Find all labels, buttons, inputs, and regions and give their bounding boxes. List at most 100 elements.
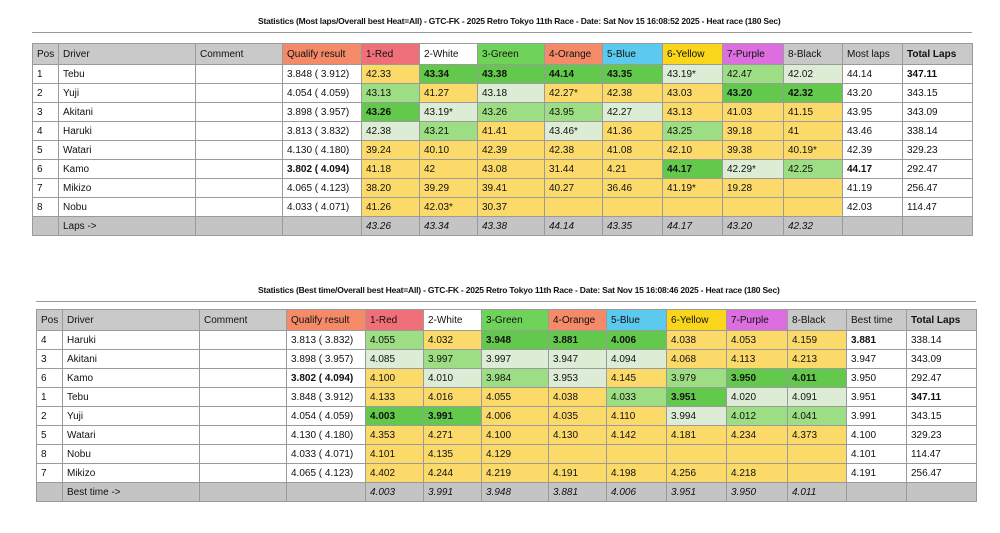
comment-cell bbox=[199, 406, 287, 426]
lane-cell: 4.091 bbox=[787, 387, 847, 407]
lane-cell: 4.191 bbox=[548, 463, 607, 483]
pos-cell: 5 bbox=[36, 425, 63, 445]
lane-cell: 4.133 bbox=[365, 387, 424, 407]
divider bbox=[36, 301, 976, 302]
lane-cell: 3.991 bbox=[423, 406, 482, 426]
pos-cell: 8 bbox=[36, 444, 63, 464]
comment-cell bbox=[199, 463, 287, 483]
lane-cell: 4.011 bbox=[787, 368, 847, 388]
lane-cell: 43.20 bbox=[722, 83, 784, 103]
lane-cell: 43.35 bbox=[602, 64, 663, 84]
lane-cell: 31.44 bbox=[544, 159, 603, 179]
driver-cell: Yuji bbox=[58, 83, 196, 103]
lane-cell: 4.256 bbox=[666, 463, 727, 483]
lane-cell: 38.20 bbox=[361, 178, 420, 198]
total-laps-cell: 338.14 bbox=[902, 121, 973, 141]
lane-cell bbox=[787, 444, 847, 464]
lane-cell: 43.26 bbox=[477, 102, 545, 122]
footer-blank bbox=[32, 216, 59, 236]
lane-cell: 42.38 bbox=[544, 140, 603, 160]
lane-cell: 40.27 bbox=[544, 178, 603, 198]
driver-cell: Watari bbox=[62, 425, 200, 445]
footer-label: Laps -> bbox=[58, 216, 196, 236]
lane-cell: 4.219 bbox=[481, 463, 549, 483]
table-row: 3 Akitani 3.898 ( 3.957) 43.26 43.19* 43.26 43… bbox=[32, 102, 973, 122]
comment-cell bbox=[199, 387, 287, 407]
lane-cell: 4.129 bbox=[481, 444, 549, 464]
stat-cell: 3.951 bbox=[846, 387, 907, 407]
lane-cell: 3.997 bbox=[481, 349, 549, 369]
footer-lane-best: 3.951 bbox=[666, 482, 727, 502]
lane-cell: 39.24 bbox=[361, 140, 420, 160]
lane-cell: 4.110 bbox=[606, 406, 667, 426]
lane-cell: 43.18 bbox=[477, 83, 545, 103]
table-row: 3 Akitani 3.898 ( 3.957) 4.085 3.997 3.997 3.9… bbox=[36, 349, 977, 369]
lane-cell: 4.012 bbox=[726, 406, 788, 426]
lane-cell: 4.181 bbox=[666, 425, 727, 445]
qualify-cell: 4.033 ( 4.071) bbox=[282, 197, 362, 217]
comment-cell bbox=[199, 444, 287, 464]
header-lane-5: 5-Blue bbox=[606, 309, 667, 331]
stat-cell: 41.19 bbox=[842, 178, 903, 198]
header-lane-6: 6-Yellow bbox=[666, 309, 727, 331]
lane-cell: 42.39 bbox=[477, 140, 545, 160]
pos-cell: 2 bbox=[32, 83, 59, 103]
lane-cell: 4.145 bbox=[606, 368, 667, 388]
qualify-cell: 3.848 ( 3.912) bbox=[282, 64, 362, 84]
qualify-cell: 3.898 ( 3.957) bbox=[282, 102, 362, 122]
total-laps-cell: 347.11 bbox=[902, 64, 973, 84]
pos-cell: 7 bbox=[36, 463, 63, 483]
header-lane-1: 1-Red bbox=[365, 309, 424, 331]
lane-cell: 4.041 bbox=[787, 406, 847, 426]
qualify-cell: 3.848 ( 3.912) bbox=[286, 387, 366, 407]
header-lane-4: 4-Orange bbox=[548, 309, 607, 331]
lane-cell: 4.068 bbox=[666, 349, 727, 369]
table-row: 8 Nobu 4.033 ( 4.071) 41.26 42.03* 30.37 42.03… bbox=[32, 197, 973, 217]
footer-lane-best: 44.14 bbox=[544, 216, 603, 236]
qualify-cell: 4.065 ( 4.123) bbox=[286, 463, 366, 483]
header-stat: Best time bbox=[846, 309, 907, 331]
comment-cell bbox=[195, 159, 283, 179]
total-laps-cell: 343.15 bbox=[902, 83, 973, 103]
qualify-cell: 3.813 ( 3.832) bbox=[286, 330, 366, 350]
lane-cell: 4.038 bbox=[666, 330, 727, 350]
lane-cell: 40.10 bbox=[419, 140, 478, 160]
stat-cell: 3.881 bbox=[846, 330, 907, 350]
lane-cell: 4.010 bbox=[423, 368, 482, 388]
table-row: 8 Nobu 4.033 ( 4.071) 4.101 4.135 4.129 4.101 1… bbox=[36, 444, 977, 464]
lane-cell: 3.953 bbox=[548, 368, 607, 388]
stat-cell: 3.950 bbox=[846, 368, 907, 388]
table-title-most-laps: Statistics (Most laps/Overall best Heat=… bbox=[258, 16, 781, 26]
stat-cell: 44.17 bbox=[842, 159, 903, 179]
lane-cell: 41.41 bbox=[477, 121, 545, 141]
stat-cell: 3.991 bbox=[846, 406, 907, 426]
lane-cell bbox=[602, 197, 663, 217]
lane-cell: 44.17 bbox=[662, 159, 723, 179]
footer-lane-best: 3.948 bbox=[481, 482, 549, 502]
total-laps-cell: 343.15 bbox=[906, 406, 977, 426]
comment-cell bbox=[195, 197, 283, 217]
driver-cell: Akitani bbox=[58, 102, 196, 122]
total-laps-cell: 329.23 bbox=[902, 140, 973, 160]
driver-cell: Yuji bbox=[62, 406, 200, 426]
lane-cell: 43.13 bbox=[361, 83, 420, 103]
lane-cell: 4.035 bbox=[548, 406, 607, 426]
lane-cell: 4.271 bbox=[423, 425, 482, 445]
pos-cell: 1 bbox=[36, 387, 63, 407]
lane-cell: 4.003 bbox=[365, 406, 424, 426]
lane-cell: 43.19* bbox=[419, 102, 478, 122]
header-lane-3: 3-Green bbox=[481, 309, 549, 331]
lane-cell: 4.159 bbox=[787, 330, 847, 350]
total-laps-cell: 343.09 bbox=[906, 349, 977, 369]
stat-cell: 42.39 bbox=[842, 140, 903, 160]
table-row: 7 Mikizo 4.065 ( 4.123) 38.20 39.29 39.41 40.2… bbox=[32, 178, 973, 198]
header-row: Pos Driver Comment Qualify result 1-Red 2-Whi… bbox=[36, 309, 977, 331]
header-total-laps: Total Laps bbox=[902, 43, 973, 65]
footer-blank bbox=[282, 216, 362, 236]
lane-cell: 4.198 bbox=[606, 463, 667, 483]
lane-cell: 40.19* bbox=[783, 140, 843, 160]
lane-cell: 41.36 bbox=[602, 121, 663, 141]
qualify-cell: 4.130 ( 4.180) bbox=[286, 425, 366, 445]
qualify-cell: 4.130 ( 4.180) bbox=[282, 140, 362, 160]
lane-cell: 4.038 bbox=[548, 387, 607, 407]
